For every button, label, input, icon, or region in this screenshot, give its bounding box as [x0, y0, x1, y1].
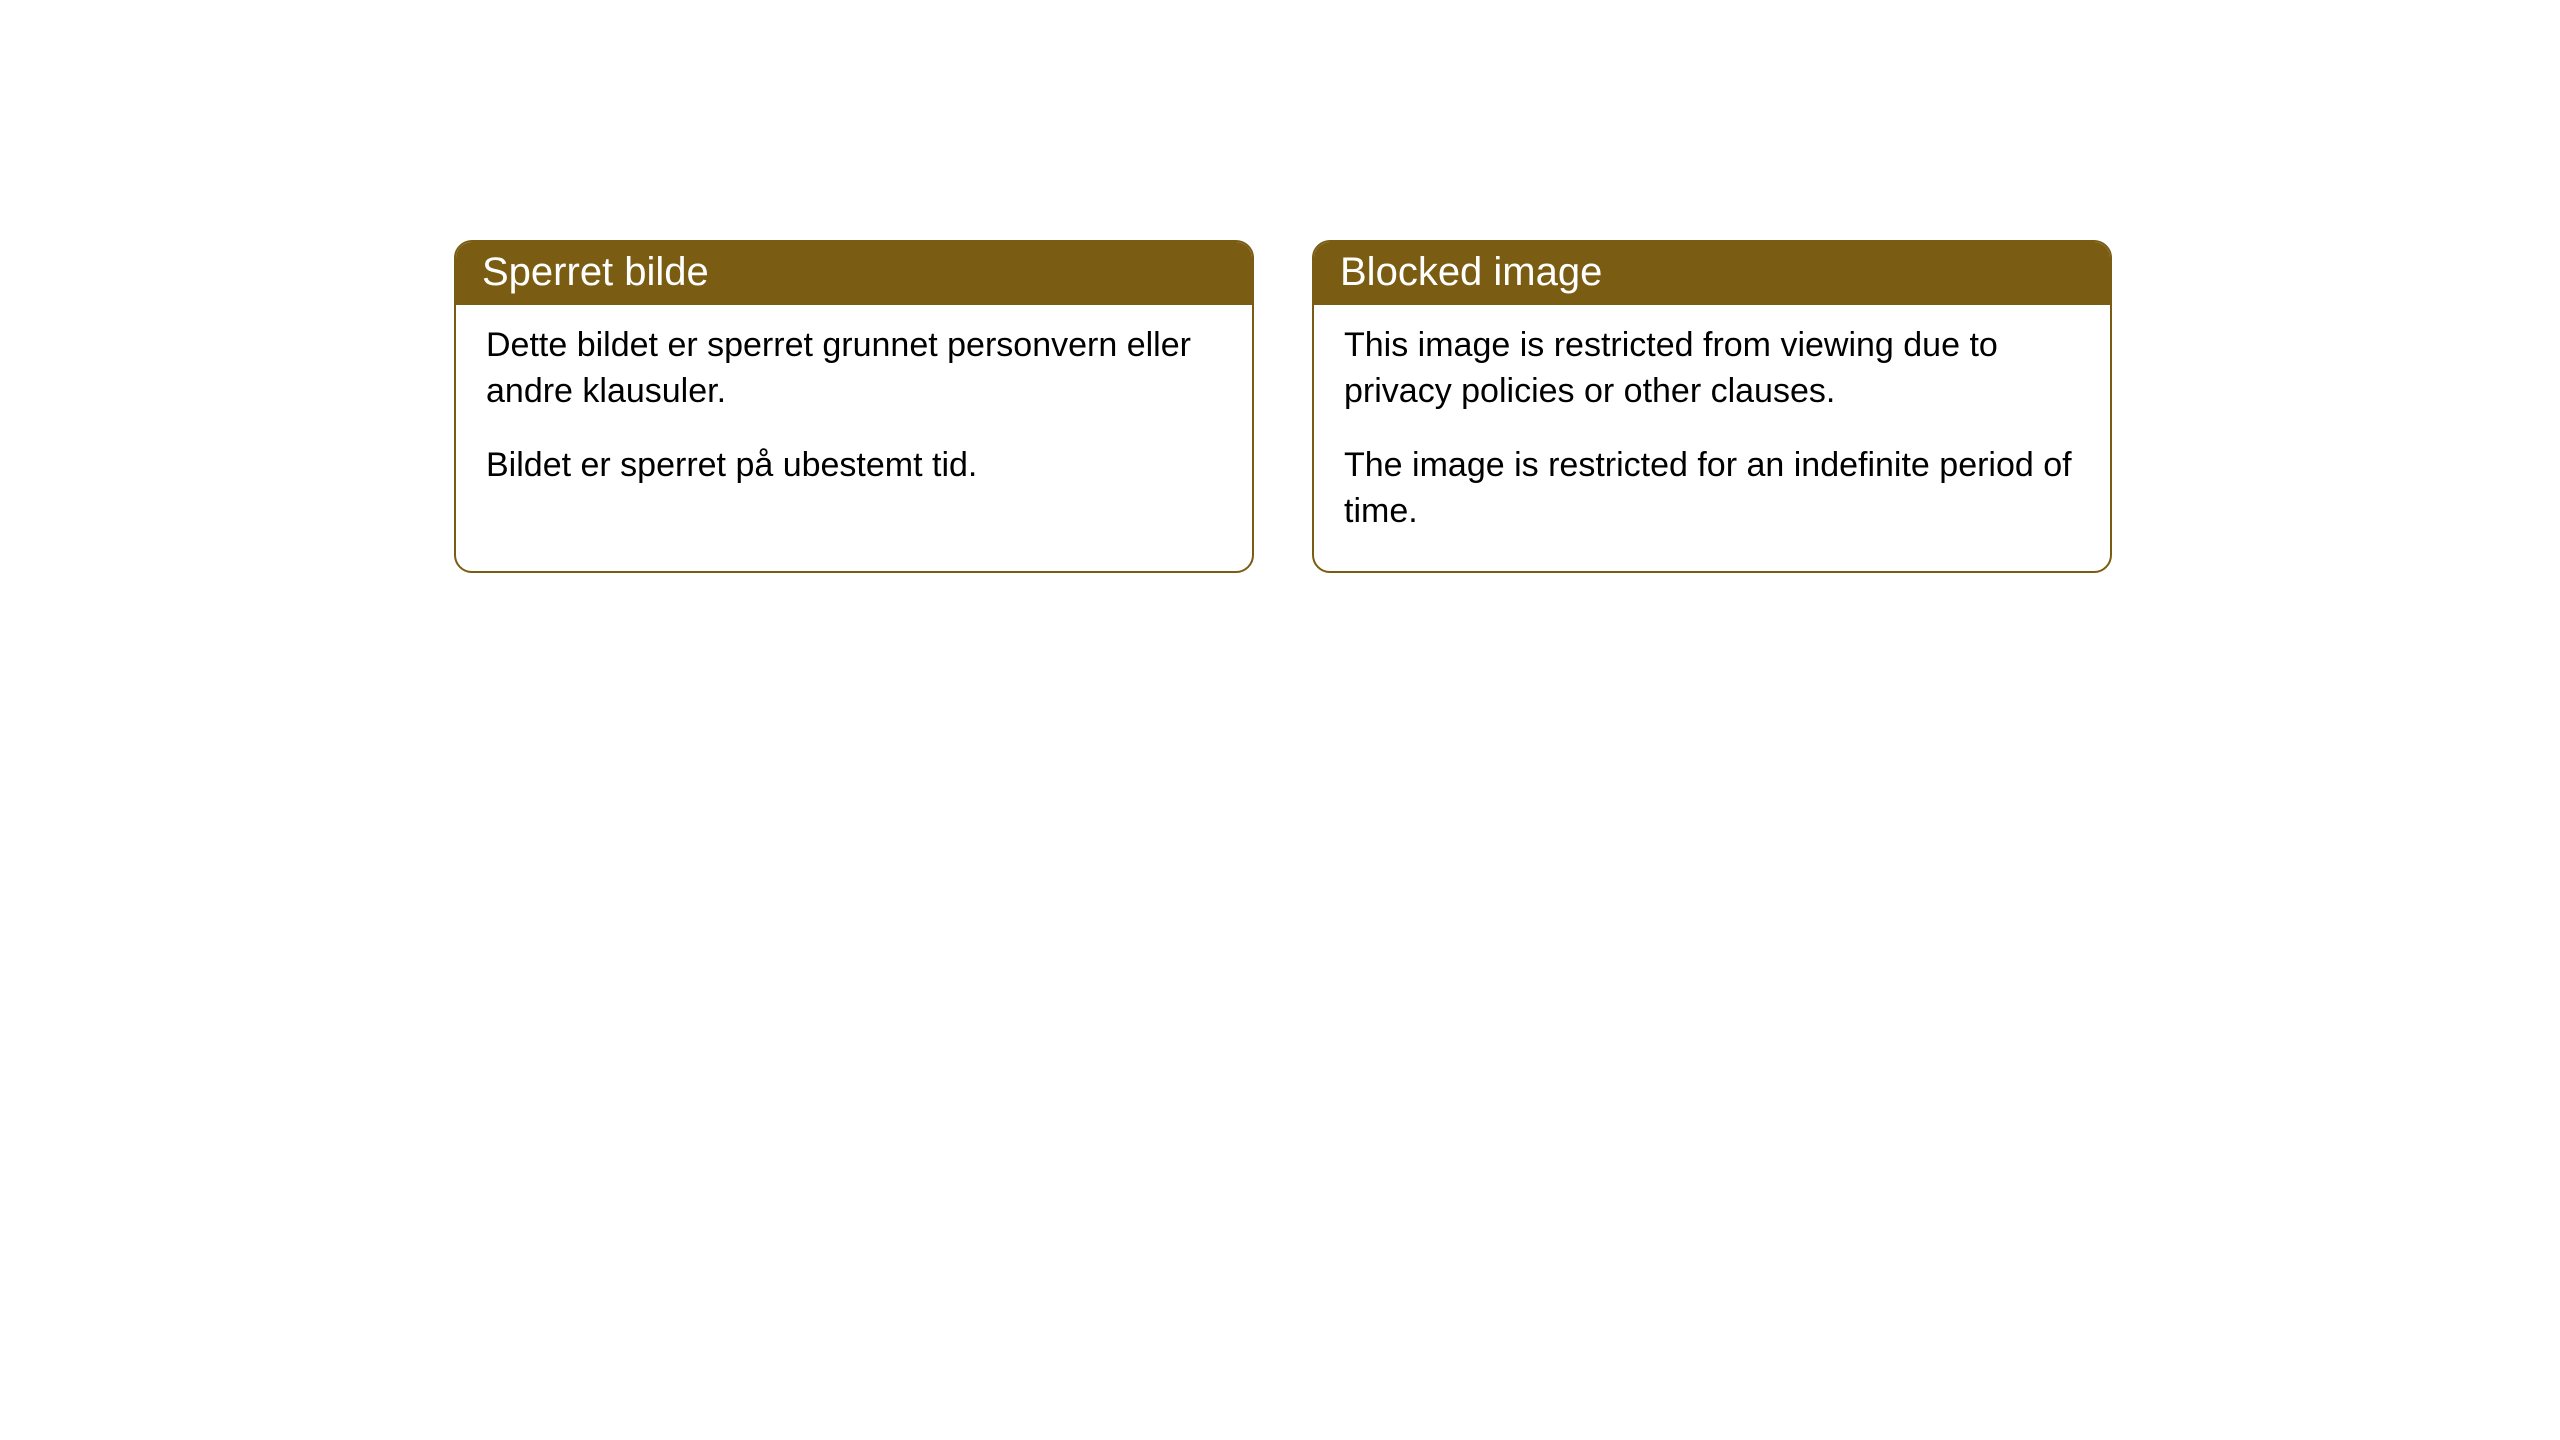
notice-body-norwegian: Dette bildet er sperret grunnet personve…	[456, 305, 1252, 525]
notice-body-english: This image is restricted from viewing du…	[1314, 305, 2110, 571]
notice-paragraph: Dette bildet er sperret grunnet personve…	[486, 323, 1222, 415]
notice-header-english: Blocked image	[1314, 242, 2110, 305]
notice-card-norwegian: Sperret bilde Dette bildet er sperret gr…	[454, 240, 1254, 573]
notice-paragraph: This image is restricted from viewing du…	[1344, 323, 2080, 415]
notice-header-norwegian: Sperret bilde	[456, 242, 1252, 305]
notice-card-english: Blocked image This image is restricted f…	[1312, 240, 2112, 573]
notice-paragraph: The image is restricted for an indefinit…	[1344, 443, 2080, 535]
notice-container: Sperret bilde Dette bildet er sperret gr…	[0, 0, 2560, 573]
notice-paragraph: Bildet er sperret på ubestemt tid.	[486, 443, 1222, 489]
